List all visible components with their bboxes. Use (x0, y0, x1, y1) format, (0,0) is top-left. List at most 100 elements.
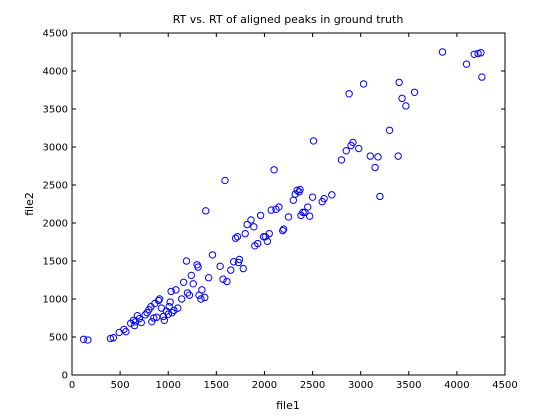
data-point-55 (223, 277, 231, 286)
plot-area: 0 500 1000 1500 2000 2500 3000 3500 4000 4500 0 50… (43, 29, 518, 392)
y-tick-label: 3000 (43, 143, 68, 154)
data-point-6 (122, 327, 130, 336)
data-point-58 (231, 234, 240, 242)
y-tick-5: 2500 (43, 181, 505, 192)
data-point-41 (187, 271, 196, 280)
data-point-66 (250, 223, 258, 231)
data-point-53 (219, 275, 227, 283)
data-point-50 (204, 274, 213, 282)
data-point-90 (305, 212, 314, 220)
x-tick-label: 1000 (155, 380, 180, 391)
y-axis-label: file2 (23, 192, 36, 216)
data-point-116 (474, 49, 482, 58)
data-point-18 (148, 318, 156, 326)
data-point-83 (293, 186, 301, 195)
data-point-1 (84, 336, 92, 344)
data-point-110 (398, 94, 406, 103)
x-tick-label: 0 (69, 380, 75, 391)
y-tick-label: 500 (49, 333, 68, 344)
data-point-79 (279, 225, 288, 233)
data-point-9 (130, 321, 139, 330)
data-point-31 (167, 287, 175, 296)
data-point-82 (291, 190, 299, 198)
data-point-118 (478, 73, 486, 81)
data-point-63 (241, 229, 249, 238)
data-point-39 (183, 289, 192, 297)
data-point-102 (359, 80, 368, 88)
data-point-38 (182, 257, 191, 265)
y-tick-3: 1500 (43, 257, 505, 268)
data-point-0 (79, 335, 88, 343)
data-point-85 (296, 185, 304, 194)
data-point-42 (189, 280, 197, 288)
data-point-70 (259, 232, 268, 241)
y-tick-7: 3500 (43, 105, 505, 116)
data-point-78 (279, 226, 287, 235)
y-tick-label: 4500 (43, 29, 68, 40)
y-tick-label: 4000 (43, 67, 68, 78)
data-point-111 (402, 102, 410, 110)
data-point-29 (165, 302, 173, 311)
x-tick-label: 500 (111, 380, 130, 391)
x-tick-0: 0 (69, 33, 75, 391)
y-tick-label: 0 (62, 371, 68, 382)
data-point-96 (337, 156, 346, 164)
x-tick-label: 3500 (396, 380, 421, 391)
data-point-69 (256, 211, 265, 220)
data-point-19 (150, 314, 158, 322)
data-point-115 (470, 50, 478, 58)
x-tick-label: 4000 (444, 380, 469, 391)
data-point-33 (170, 306, 178, 315)
y-tick-label: 1000 (43, 295, 68, 306)
data-point-34 (172, 286, 180, 294)
data-point-112 (410, 88, 419, 96)
data-point-74 (267, 206, 275, 214)
y-tick-label: 3500 (43, 105, 68, 116)
data-point-62 (239, 264, 247, 273)
data-point-100 (349, 138, 357, 147)
data-point-49 (202, 207, 210, 215)
data-point-26 (160, 316, 169, 324)
y-axis-ticks: 0 500 1000 1500 2000 2500 3000 3500 4000 4500 (43, 29, 505, 382)
data-point-107 (385, 126, 394, 134)
data-point-117 (477, 49, 485, 57)
data-point-92 (309, 137, 318, 145)
data-point-28 (164, 310, 172, 318)
x-tick-9: 4500 (492, 33, 518, 391)
x-tick-8: 4000 (444, 33, 470, 391)
x-tick-2: 1000 (155, 33, 181, 391)
y-tick-6: 3000 (43, 143, 505, 154)
data-point-87 (299, 208, 307, 217)
data-point-14 (141, 311, 149, 319)
data-point-72 (263, 237, 272, 245)
data-point-56 (227, 266, 235, 274)
x-axis-label: file1 (276, 399, 300, 412)
y-tick-0: 0 (62, 371, 505, 382)
data-point-98 (345, 90, 353, 98)
data-point-36 (177, 295, 186, 303)
data-point-2 (106, 334, 115, 343)
x-tick-7: 3500 (396, 33, 422, 391)
data-point-80 (284, 213, 293, 221)
data-point-97 (342, 147, 350, 155)
data-point-75 (270, 166, 278, 174)
data-point-48 (201, 293, 209, 302)
data-point-47 (198, 286, 206, 294)
data-point-73 (265, 229, 273, 238)
data-point-101 (355, 144, 363, 153)
data-point-22 (154, 296, 163, 305)
data-point-23 (155, 295, 164, 303)
x-tick-1: 500 (111, 33, 130, 391)
x-tick-label: 2000 (252, 380, 277, 391)
data-point-59 (233, 232, 242, 241)
y-tick-1: 500 (49, 333, 505, 344)
data-point-5 (120, 325, 128, 334)
x-tick-6: 3000 (348, 33, 373, 391)
data-point-3 (109, 334, 118, 342)
chart-title: RT vs. RT of aligned peaks in ground tru… (173, 13, 404, 26)
y-tick-2: 1000 (43, 295, 505, 306)
data-point-44 (194, 263, 202, 271)
data-point-114 (462, 60, 471, 68)
data-point-64 (243, 220, 251, 229)
y-tick-4: 2000 (43, 219, 505, 230)
